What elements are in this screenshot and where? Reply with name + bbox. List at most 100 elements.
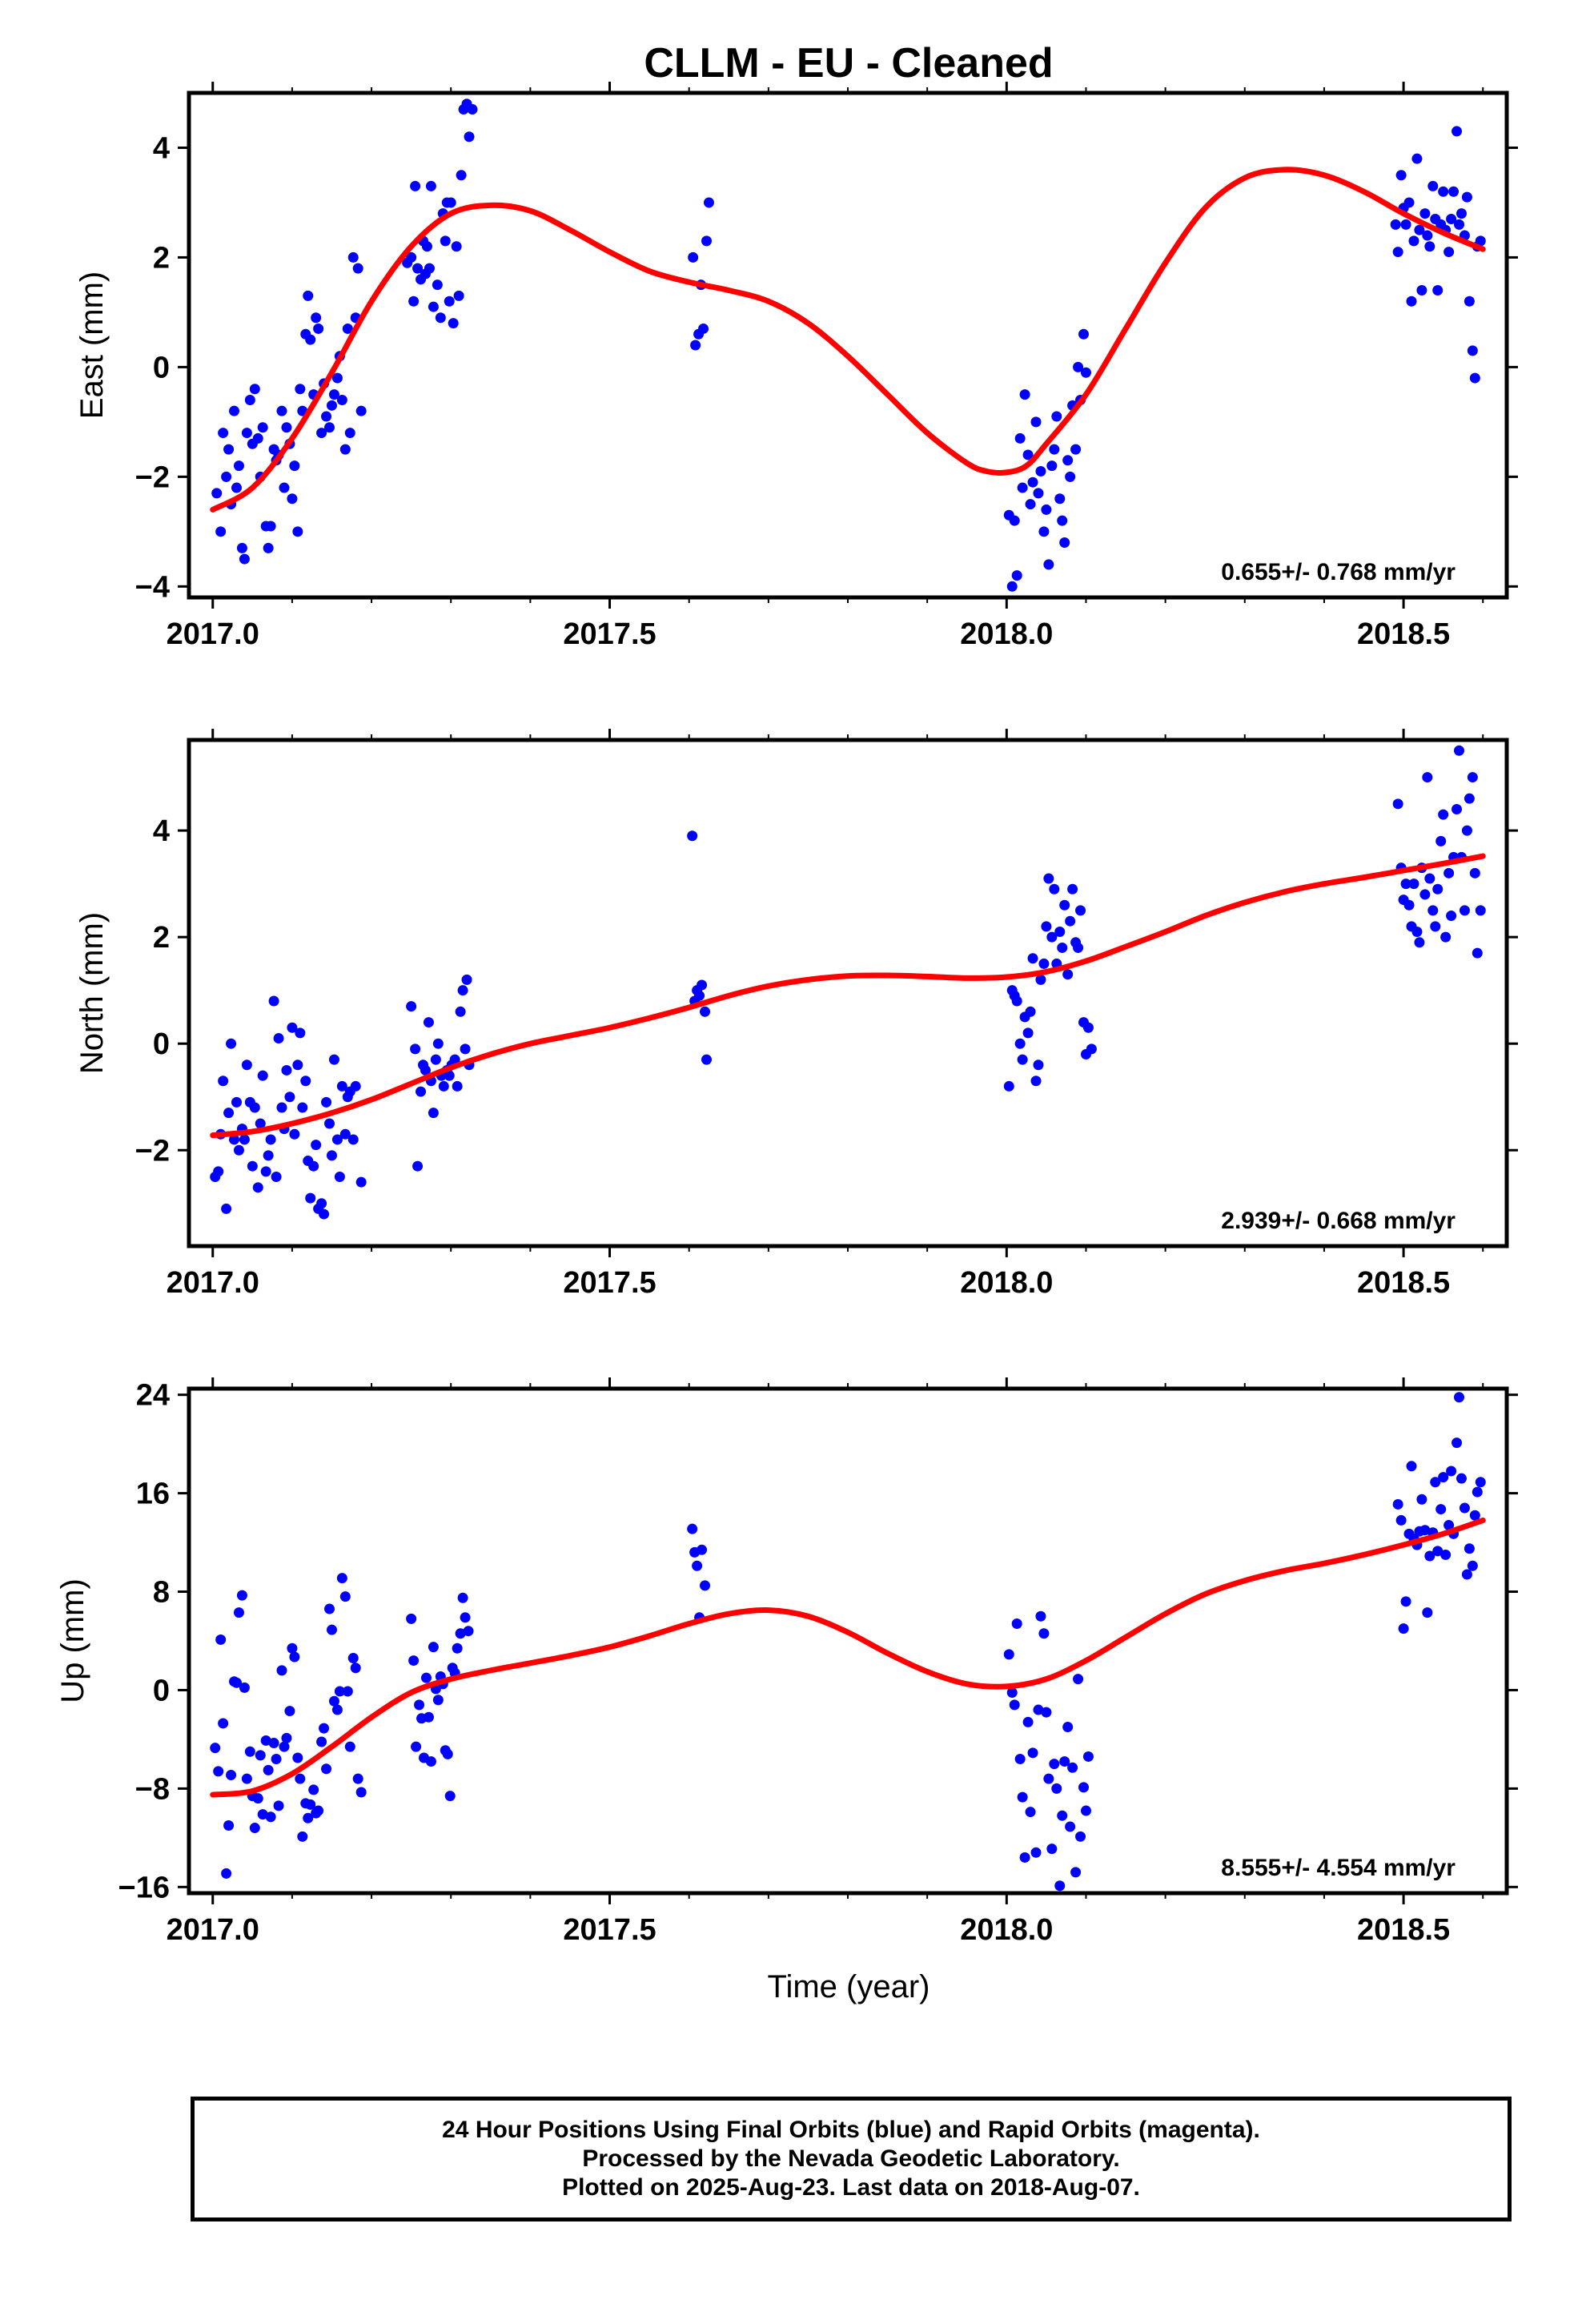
data-point — [1054, 926, 1066, 937]
data-point — [303, 290, 314, 301]
data-point — [1422, 772, 1433, 783]
data-point — [464, 131, 475, 143]
data-point — [700, 1006, 711, 1017]
data-point — [297, 1102, 308, 1113]
data-point — [451, 241, 462, 252]
data-point — [455, 1628, 466, 1639]
data-point — [223, 1819, 235, 1831]
data-point — [1006, 581, 1018, 592]
data-point — [252, 1182, 263, 1193]
data-point — [308, 1160, 319, 1172]
data-point — [467, 104, 478, 115]
data-point — [455, 1006, 466, 1017]
data-point — [305, 334, 316, 345]
data-point — [1038, 1628, 1050, 1639]
data-point — [241, 1059, 252, 1071]
data-point — [295, 384, 306, 395]
data-point — [444, 1070, 455, 1081]
data-point — [1472, 1486, 1483, 1498]
data-point — [1475, 905, 1486, 916]
data-point — [287, 493, 298, 505]
data-point — [260, 1735, 271, 1746]
data-point — [1459, 1502, 1470, 1514]
y-tick-label: 16 — [136, 1478, 170, 1511]
data-point — [1070, 444, 1082, 455]
data-point — [303, 1812, 314, 1823]
data-point — [1022, 1716, 1034, 1727]
data-point — [1073, 942, 1084, 953]
data-point — [273, 1033, 284, 1044]
data-point — [1033, 488, 1044, 499]
data-point — [1403, 899, 1415, 911]
data-point — [408, 1655, 420, 1667]
data-point — [1043, 559, 1054, 570]
data-point — [444, 296, 455, 307]
data-point — [1038, 526, 1050, 537]
y-tick-label: 0 — [153, 1674, 170, 1707]
plot-frame — [187, 738, 1509, 1248]
data-point — [263, 1764, 274, 1775]
y-tick-label: 0 — [153, 1027, 170, 1061]
data-point — [1075, 1831, 1086, 1842]
data-point — [229, 405, 240, 416]
data-point — [410, 180, 421, 191]
data-point — [265, 521, 276, 532]
data-point — [1443, 867, 1455, 879]
data-point — [268, 995, 279, 1007]
data-point — [420, 1672, 432, 1683]
data-point — [311, 1140, 322, 1151]
data-point — [438, 1080, 449, 1092]
data-point — [420, 1064, 431, 1076]
plot-area — [210, 99, 1486, 592]
data-point — [461, 974, 472, 985]
data-point — [1033, 1059, 1044, 1071]
data-point — [1011, 1618, 1022, 1629]
data-point — [444, 1791, 456, 1802]
data-point — [698, 323, 709, 334]
data-point — [263, 542, 274, 553]
data-point — [1424, 1550, 1435, 1562]
data-point — [1022, 1027, 1034, 1039]
data-point — [276, 405, 287, 416]
data-point — [414, 1699, 425, 1711]
data-point — [1392, 798, 1403, 810]
data-point — [1411, 153, 1423, 164]
data-point — [336, 1573, 347, 1584]
data-point — [247, 1160, 258, 1172]
data-point — [460, 1612, 471, 1623]
data-point — [1454, 219, 1465, 230]
data-point — [223, 444, 235, 455]
data-point — [1467, 345, 1478, 356]
data-point — [350, 1663, 361, 1674]
plot-frame — [187, 90, 1509, 600]
data-point — [1456, 208, 1467, 219]
data-point — [311, 312, 322, 324]
data-point — [326, 400, 337, 411]
data-point — [319, 1208, 330, 1220]
data-point — [263, 1150, 274, 1161]
data-point — [355, 405, 367, 416]
data-point — [1419, 889, 1431, 900]
data-point — [1065, 915, 1076, 927]
data-point — [1419, 1525, 1431, 1536]
data-point — [305, 1192, 316, 1204]
data-point — [1408, 235, 1419, 247]
data-point — [339, 444, 351, 455]
data-point — [1041, 1707, 1052, 1718]
data-point — [1059, 1756, 1070, 1767]
data-point — [1416, 1494, 1427, 1505]
data-point — [1003, 1649, 1014, 1660]
data-point — [1469, 372, 1480, 384]
data-point — [701, 235, 713, 247]
data-point — [215, 526, 227, 537]
data-point — [1051, 1783, 1062, 1794]
data-point — [1049, 444, 1060, 455]
footer-box: 24 Hour Positions Using Final Orbits (bl… — [191, 2097, 1512, 2221]
data-point — [1440, 1549, 1452, 1560]
data-point — [1443, 247, 1455, 258]
data-point — [1043, 873, 1054, 884]
data-point — [1422, 230, 1433, 241]
panel-1: 2017.0 2017.5 2018.0 2018.5 −4 −2 0 2 4 East (mm)… — [74, 82, 1518, 651]
data-point — [1038, 958, 1050, 969]
